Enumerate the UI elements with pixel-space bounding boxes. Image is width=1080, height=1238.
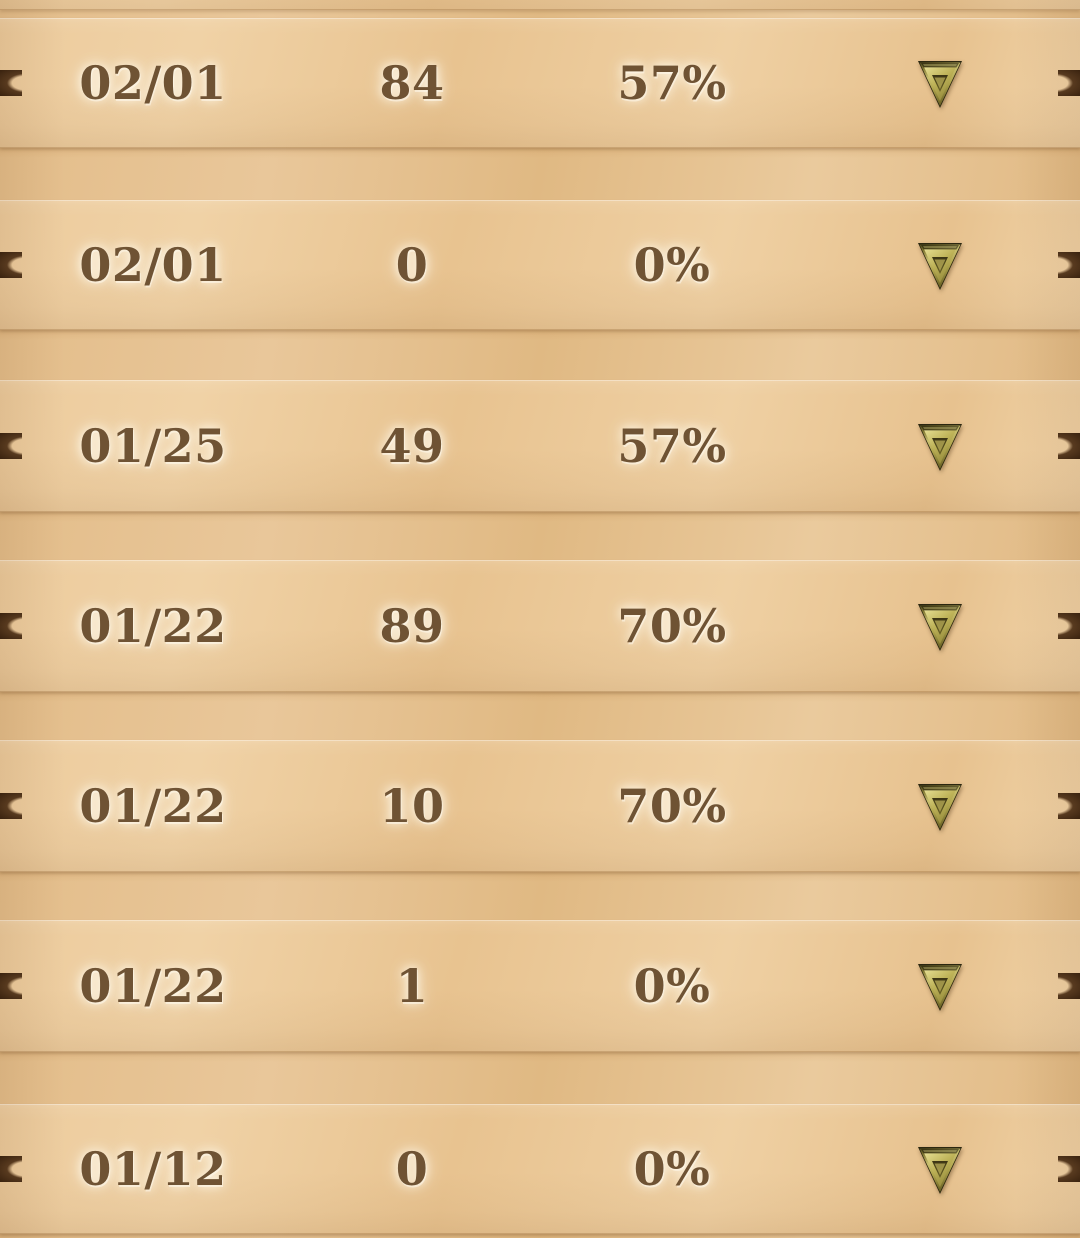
corner-notch-right — [1058, 433, 1080, 459]
corner-notch-left — [0, 613, 22, 639]
corner-notch-left — [0, 973, 22, 999]
corner-notch-right — [1058, 70, 1080, 96]
corner-notch-right — [1058, 1156, 1080, 1182]
triangle-down-badge-icon[interactable] — [914, 599, 966, 653]
row-date: 02/01 — [79, 238, 227, 292]
triangle-down-badge-icon[interactable] — [914, 419, 966, 473]
row-percent: 57% — [617, 419, 727, 473]
history-row[interactable]: 01/12 0 0% — [0, 1104, 1080, 1234]
corner-notch-left — [0, 793, 22, 819]
rank-badge-cell[interactable] — [888, 599, 992, 653]
history-row[interactable]: 02/01 84 57% — [0, 18, 1080, 148]
rank-badge-cell[interactable] — [888, 56, 992, 110]
triangle-down-badge-icon[interactable] — [914, 1142, 966, 1196]
row-separator — [0, 148, 1080, 202]
corner-notch-right — [1058, 793, 1080, 819]
corner-notch-left — [0, 433, 22, 459]
rank-badge-cell[interactable] — [888, 238, 992, 292]
row-separator — [0, 1234, 1080, 1238]
rank-badge-cell[interactable] — [888, 779, 992, 833]
row-percent: 0% — [633, 1142, 711, 1196]
rank-badge-cell[interactable] — [888, 419, 992, 473]
row-date: 01/25 — [79, 419, 227, 473]
row-separator — [0, 692, 1080, 742]
history-row[interactable]: 01/22 10 70% — [0, 740, 1080, 872]
history-row[interactable]: 01/25 49 57% — [0, 380, 1080, 512]
corner-notch-left — [0, 70, 22, 96]
history-row[interactable]: 01/22 89 70% — [0, 560, 1080, 692]
row-separator — [0, 872, 1080, 922]
row-count: 49 — [379, 419, 445, 473]
row-count: 10 — [379, 779, 445, 833]
row-separator — [0, 330, 1080, 382]
row-separator — [0, 512, 1080, 562]
row-percent: 70% — [617, 779, 727, 833]
row-date: 01/12 — [79, 1142, 227, 1196]
row-date: 01/22 — [79, 779, 227, 833]
row-count: 84 — [379, 56, 445, 110]
row-date: 01/22 — [79, 959, 227, 1013]
corner-notch-left — [0, 1156, 22, 1182]
rank-badge-cell[interactable] — [888, 959, 992, 1013]
row-percent: 0% — [633, 959, 711, 1013]
triangle-down-badge-icon[interactable] — [914, 959, 966, 1013]
row-separator — [0, 1052, 1080, 1106]
row-count: 1 — [395, 959, 429, 1013]
corner-notch-right — [1058, 252, 1080, 278]
triangle-down-badge-icon[interactable] — [914, 56, 966, 110]
corner-notch-left — [0, 252, 22, 278]
triangle-down-badge-icon[interactable] — [914, 779, 966, 833]
row-date: 02/01 — [79, 56, 227, 110]
row-count: 0 — [395, 1142, 429, 1196]
row-count: 0 — [395, 238, 429, 292]
row-percent: 57% — [617, 56, 727, 110]
corner-notch-right — [1058, 973, 1080, 999]
row-count: 89 — [379, 599, 445, 653]
corner-notch-right — [1058, 613, 1080, 639]
triangle-down-badge-icon[interactable] — [914, 238, 966, 292]
row-percent: 0% — [633, 238, 711, 292]
rank-badge-cell[interactable] — [888, 1142, 992, 1196]
row-percent: 70% — [617, 599, 727, 653]
row-date: 01/22 — [79, 599, 227, 653]
history-row-partial-top[interactable] — [0, 0, 1080, 10]
history-row[interactable]: 01/22 1 0% — [0, 920, 1080, 1052]
history-row[interactable]: 02/01 0 0% — [0, 200, 1080, 330]
